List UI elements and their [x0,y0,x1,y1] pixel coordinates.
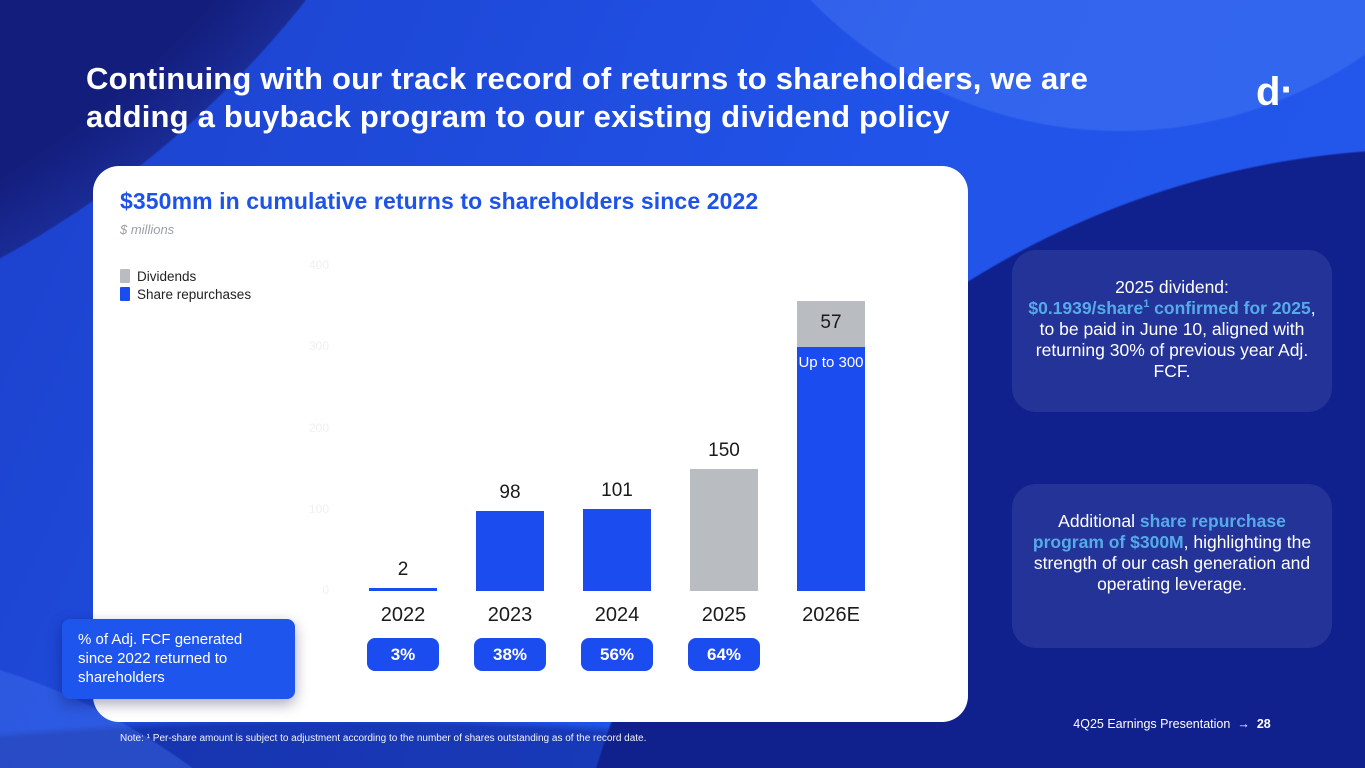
legend-label: Share repurchases [137,286,252,302]
bar-chart-plot: 0 100 200 300 400 2 2022 3% 98 2023 38% 101 2024 56% 1… [93,166,968,722]
panel-text-highlight: confirmed for 2025 [1149,298,1311,318]
bar-segment [369,588,437,591]
panel-text: Additional [1058,511,1140,531]
pct-badge: 64% [688,638,760,671]
slide-title-line-2: adding a buyback program to our existing… [86,99,950,135]
legend-item: Dividends [120,267,251,285]
bar-segment [476,511,544,591]
footer-page-number: 28 [1256,717,1271,731]
panel-text: 2025 dividend: [1115,277,1229,297]
footer-note: Note: ¹ Per-share amount is subject to a… [120,733,647,744]
pct-badge: 3% [367,638,439,671]
panel-text-highlight: share repurchase program of $300M [1032,511,1291,552]
bar-value-label: 150 [708,440,740,462]
bar-value-label: 98 [499,482,521,504]
side-panel-buyback: Additional share repurchase program of $… [1012,484,1332,648]
bar-segment [797,300,865,348]
panel-text: , to be paid in June 10, aligned with re… [1035,298,1321,381]
chart-subtitle: $ millions [120,222,175,237]
slide-title-line-1: Continuing with our track record of retu… [86,61,1089,96]
chart-legend: Dividends Share repurchases [120,267,251,303]
footer-deck-name: 4Q25 Earnings Presentation [1073,717,1231,731]
legend-item: Share repurchases [120,285,251,303]
panel-text-highlight: 1 [1143,298,1150,311]
panel-text: , highlighting the strength of our cash … [1033,532,1316,594]
footer-page-indicator: 4Q25 Earnings Presentation → 28 [1012,717,1332,731]
bar-value-label: 2 [397,559,409,580]
bar-segment [797,347,865,591]
bar-category-label: 2025 [701,604,747,626]
y-axis-tick: 300 [308,339,329,354]
bar-segment [583,508,651,591]
bar-category-label: 2026E [802,604,860,626]
pct-badge: 56% [581,638,653,671]
pct-badge: 38% [474,638,546,671]
logo-dot-icon: · [1280,68,1294,112]
arrow-right-icon: → [1237,717,1250,731]
bar-value-label: 101 [601,479,633,501]
bar-category-label: 2022 [380,604,426,626]
y-axis-tick: 200 [308,420,329,435]
bar-segment [690,469,758,591]
bar-category-label: 2024 [594,604,640,626]
panel-text-highlight: $0.1939/share [1028,298,1144,318]
legend-swatch [120,287,130,301]
side-panel-dividend: 2025 dividend: $0.1939/share1 confirmed … [1012,250,1332,412]
bar-segment-label: 57 [820,312,842,334]
slide-title: Continuing with our track record of retu… [86,60,1216,137]
logo-letter: d [1256,70,1281,114]
legend-label: Dividends [137,268,197,284]
bar-category-label: 2023 [487,604,533,626]
legend-swatch [120,269,130,283]
bar-segment-label: Up to 300 [798,354,864,372]
callout-box: % of Adj. FCF generated since 2022 retur… [62,619,295,699]
y-axis-tick: 100 [308,501,329,516]
y-axis-tick: 400 [308,258,329,272]
dlocal-logo: d· [1256,70,1294,112]
chart-title: $350mm in cumulative returns to sharehol… [120,188,759,214]
y-axis-tick: 0 [322,583,329,597]
